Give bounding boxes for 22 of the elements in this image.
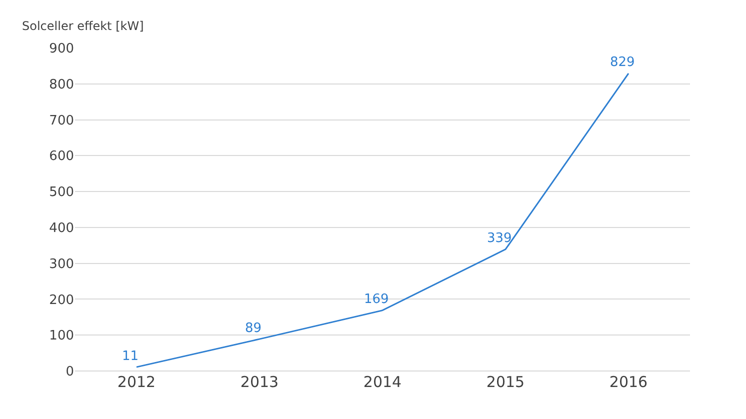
y-axis-title: Solceller effekt [kW] <box>22 19 144 33</box>
y-tick-label: 500 <box>49 185 74 200</box>
x-tick-label: 2015 <box>486 373 525 391</box>
x-tick-label: 2016 <box>609 373 648 391</box>
data-label: 829 <box>610 55 635 70</box>
x-tick-label: 2013 <box>240 373 279 391</box>
x-tick-label: 2014 <box>363 373 402 391</box>
y-tick-label: 900 <box>49 42 74 57</box>
y-tick-label: 100 <box>49 328 74 344</box>
y-tick-label: 800 <box>49 77 74 92</box>
data-label: 89 <box>245 321 262 336</box>
x-tick-label: 2012 <box>117 373 156 391</box>
data-label: 11 <box>122 349 139 364</box>
y-tick-label: 700 <box>49 113 74 128</box>
y-tick-label: 400 <box>49 220 74 236</box>
y-tick-label: 600 <box>49 149 74 164</box>
y-tick-label: 300 <box>49 256 74 272</box>
y-tick-label: 0 <box>66 364 74 380</box>
data-label: 169 <box>364 292 389 307</box>
data-label: 339 <box>487 231 512 246</box>
line-series <box>136 72 630 368</box>
y-tick-label: 200 <box>49 292 74 308</box>
